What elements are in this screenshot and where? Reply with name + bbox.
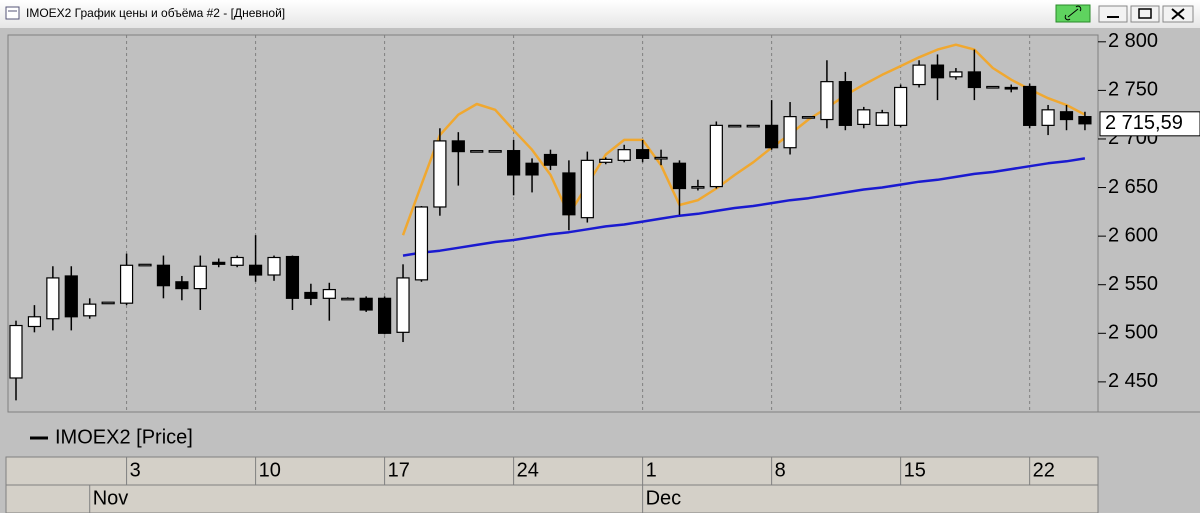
candle-body xyxy=(322,288,336,299)
minimize-button[interactable] xyxy=(1098,5,1128,23)
candle-body xyxy=(765,124,779,149)
overlay-line xyxy=(402,157,1086,257)
candle-body xyxy=(599,158,613,163)
candle-body xyxy=(119,264,134,304)
date-label: 10 xyxy=(259,459,281,481)
candle-body xyxy=(396,277,410,333)
month-label: Dec xyxy=(646,487,682,509)
candle-body xyxy=(580,159,594,219)
y-tick-label: 2 550 xyxy=(1108,273,1158,295)
candle-body xyxy=(562,172,576,216)
candle-body xyxy=(156,264,171,287)
plot-area xyxy=(7,34,1099,413)
date-label: 24 xyxy=(517,459,539,481)
candle-body xyxy=(875,112,889,126)
link-icon xyxy=(1064,5,1082,21)
candle-body xyxy=(138,263,152,267)
candle-body xyxy=(46,277,60,320)
candle-body xyxy=(27,316,42,328)
candle-body xyxy=(175,281,189,290)
y-tick-label: 2 450 xyxy=(1108,370,1158,392)
candle-body xyxy=(230,256,244,266)
candle-body xyxy=(894,86,908,126)
candle-body xyxy=(378,297,392,334)
y-tick-label: 2 800 xyxy=(1108,30,1158,52)
month-label: Nov xyxy=(93,487,129,509)
candle-body xyxy=(193,265,207,290)
date-label: 3 xyxy=(130,459,141,481)
last-price-label: 2 715,59 xyxy=(1105,112,1183,134)
window-icon xyxy=(5,6,20,20)
candle-body xyxy=(636,149,650,159)
candle-body xyxy=(101,301,115,305)
candle-body xyxy=(1023,85,1037,126)
candle-body xyxy=(507,150,521,176)
candle-body xyxy=(433,140,447,208)
y-tick-label: 2 500 xyxy=(1108,322,1158,344)
candle-body xyxy=(820,81,834,121)
candle-body xyxy=(9,324,23,379)
candle-body xyxy=(212,261,226,265)
candle-body xyxy=(359,297,373,311)
candle-body xyxy=(783,116,797,149)
candle-body xyxy=(617,149,631,161)
last-price-box xyxy=(1099,111,1200,137)
candle-body xyxy=(414,206,429,281)
candle-body xyxy=(709,124,723,188)
close-icon xyxy=(1171,8,1185,20)
candle-body xyxy=(525,162,539,176)
candle-body xyxy=(304,291,318,299)
candle-body xyxy=(949,71,963,78)
candle-body xyxy=(986,85,1000,89)
candle-body xyxy=(691,185,705,189)
y-tick-label: 2 600 xyxy=(1108,224,1158,246)
candle-body xyxy=(857,109,871,125)
candle-body xyxy=(1041,109,1055,126)
candle-body xyxy=(1078,116,1092,125)
candle-body xyxy=(341,297,355,301)
candle-body xyxy=(801,116,816,119)
candle-body xyxy=(912,64,926,86)
candle-body xyxy=(967,71,981,89)
candle-body xyxy=(470,150,484,153)
date-label: 17 xyxy=(388,459,410,481)
candle-body xyxy=(451,140,465,153)
date-label: 15 xyxy=(904,459,926,481)
date-label: 8 xyxy=(775,459,786,481)
overlay-line xyxy=(401,43,1086,236)
y-tick-label: 2 650 xyxy=(1108,176,1158,198)
legend-label: IMOEX2 [Price] xyxy=(55,426,193,448)
candle-body xyxy=(728,124,742,128)
candle-body xyxy=(672,162,687,190)
candle-body xyxy=(488,150,502,153)
y-tick-label: 2 750 xyxy=(1108,79,1158,101)
candle-body xyxy=(1059,111,1074,121)
candle-body xyxy=(543,153,558,166)
candle-body xyxy=(746,124,760,128)
title-bar xyxy=(0,0,1200,28)
candle-body xyxy=(64,275,78,318)
date-label: 22 xyxy=(1033,459,1055,481)
candle-body xyxy=(267,256,281,276)
candle-body xyxy=(654,156,668,160)
candle-body xyxy=(930,64,945,79)
candle-body xyxy=(838,81,852,126)
maximize-icon xyxy=(1138,8,1152,19)
maximize-button[interactable] xyxy=(1130,5,1160,23)
candle-body xyxy=(1004,86,1018,90)
candle-body xyxy=(285,255,300,299)
candle-body xyxy=(248,264,263,276)
candle-body xyxy=(83,303,97,317)
window-title: IMOEX2 График цены и объёма #2 - [Дневно… xyxy=(26,6,285,20)
date-label: 1 xyxy=(646,459,657,481)
